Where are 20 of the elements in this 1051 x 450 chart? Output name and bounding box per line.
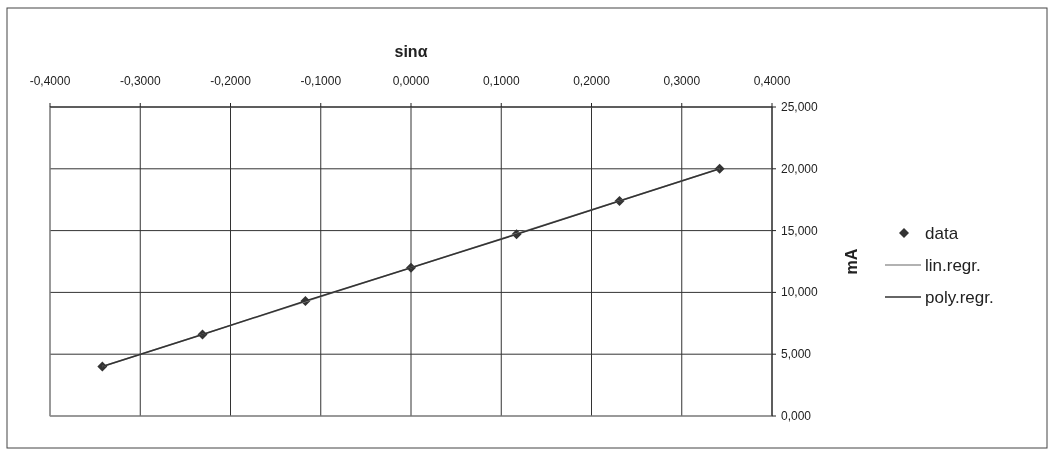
x-axis-title: sinα	[394, 43, 428, 60]
x-tick-label: 0,3000	[663, 74, 701, 88]
y-tick-label: 0,000	[781, 409, 812, 423]
y-tick-label: 20,000	[781, 161, 819, 176]
x-tick-label: -0,2000	[210, 74, 252, 88]
x-tick-label: 0,0000	[392, 74, 430, 88]
x-tick-label: -0,4000	[29, 74, 71, 88]
legend-label: poly.regr.	[925, 288, 994, 307]
x-tick-label: 0,4000	[753, 74, 791, 88]
legend-label: lin.regr.	[925, 256, 981, 275]
y-tick-label: 10,000	[781, 285, 819, 300]
y-tick-label: 5,000	[781, 347, 812, 362]
y-tick-label: 15,000	[781, 223, 819, 238]
y-axis-title: mA	[843, 248, 860, 275]
legend-label: data	[925, 224, 959, 243]
x-tick-label: -0,1000	[300, 74, 342, 88]
y-tick-label: 25,000	[781, 100, 819, 114]
x-tick-label: -0,3000	[119, 74, 161, 88]
x-tick-label: 0,2000	[573, 74, 611, 88]
x-tick-label: 0,1000	[482, 74, 520, 88]
